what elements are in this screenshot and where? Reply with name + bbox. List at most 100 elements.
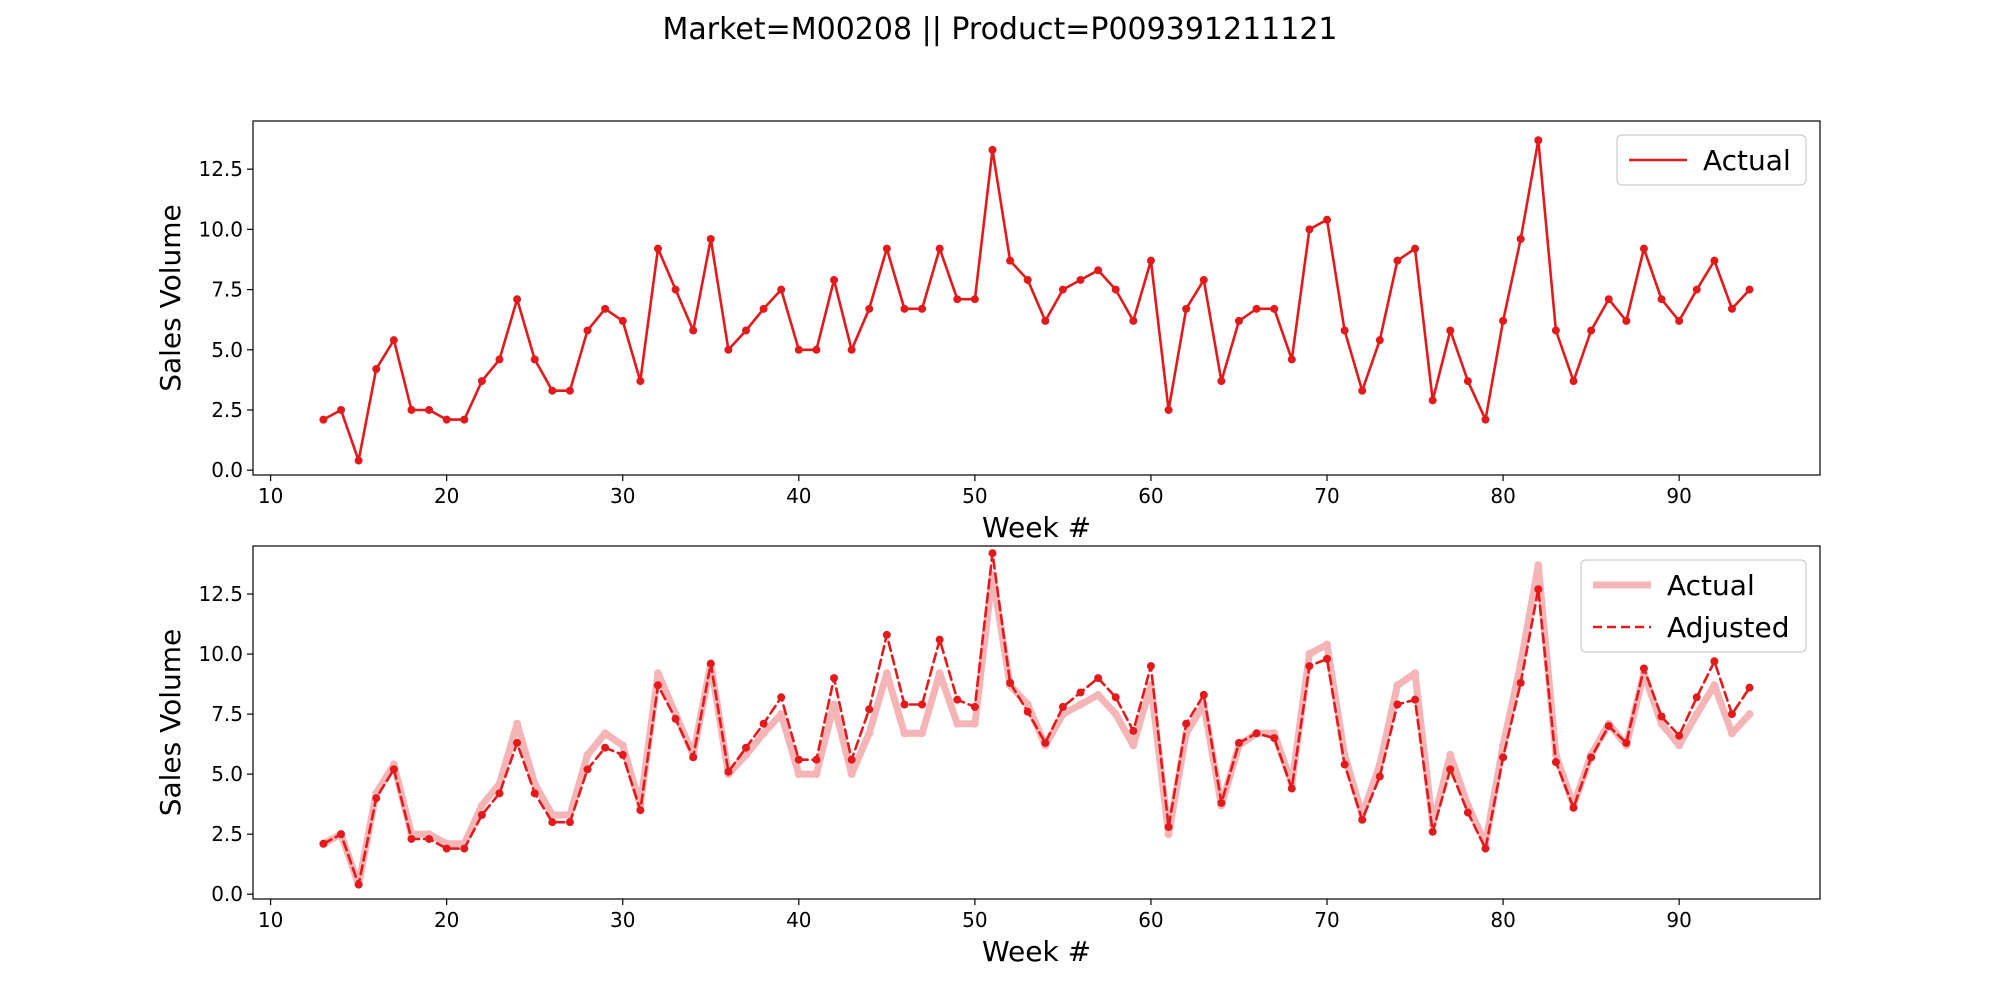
data-point-actual bbox=[918, 729, 927, 738]
data-point-actual bbox=[1534, 561, 1543, 570]
data-point-actual bbox=[1692, 710, 1701, 719]
data-point-adjusted bbox=[759, 719, 768, 728]
data-point-actual bbox=[530, 355, 539, 364]
data-point-actual bbox=[970, 295, 979, 304]
data-point-actual bbox=[1340, 326, 1349, 335]
x-tick-label: 90 bbox=[1666, 484, 1691, 508]
data-point-adjusted bbox=[794, 755, 803, 764]
data-point-adjusted bbox=[1639, 664, 1648, 673]
data-point-actual bbox=[618, 316, 627, 325]
data-point-adjusted bbox=[1446, 765, 1455, 774]
y-tick-label: 0.0 bbox=[211, 458, 243, 482]
legend-label-actual: Actual bbox=[1703, 144, 1791, 177]
data-point-actual bbox=[1516, 235, 1525, 243]
data-point-adjusted bbox=[495, 789, 504, 798]
data-point-actual bbox=[970, 719, 979, 728]
data-point-actual bbox=[477, 801, 486, 810]
data-point-adjusted bbox=[918, 700, 927, 709]
data-point-adjusted bbox=[530, 789, 539, 798]
data-point-actual bbox=[460, 415, 469, 424]
data-point-actual bbox=[1745, 285, 1754, 294]
data-point-adjusted bbox=[812, 755, 821, 764]
data-point-actual bbox=[1710, 681, 1719, 690]
data-point-actual bbox=[583, 750, 592, 759]
data-point-adjusted bbox=[1234, 738, 1243, 747]
data-point-actual bbox=[1358, 386, 1367, 395]
y-tick-label: 2.5 bbox=[211, 822, 243, 846]
data-point-actual bbox=[354, 456, 363, 465]
data-point-adjusted bbox=[1587, 753, 1596, 762]
data-point-actual bbox=[777, 285, 786, 294]
data-point-actual bbox=[1287, 355, 1296, 364]
data-point-actual bbox=[935, 244, 944, 253]
data-point-adjusted bbox=[1340, 760, 1349, 769]
data-point-adjusted bbox=[601, 743, 610, 752]
data-point-actual bbox=[1094, 266, 1103, 275]
data-point-actual bbox=[671, 285, 680, 294]
data-point-adjusted bbox=[1428, 827, 1437, 836]
data-point-actual bbox=[1393, 256, 1402, 265]
data-point-actual bbox=[477, 377, 486, 386]
data-point-adjusted bbox=[900, 700, 909, 709]
data-point-adjusted bbox=[1358, 815, 1367, 824]
data-point-actual bbox=[1551, 326, 1560, 335]
data-point-actual bbox=[1076, 700, 1085, 709]
data-point-adjusted bbox=[425, 834, 434, 843]
data-point-adjusted bbox=[882, 630, 891, 639]
data-point-actual bbox=[741, 750, 750, 759]
data-point-actual bbox=[618, 741, 627, 750]
data-point-actual bbox=[1041, 316, 1050, 325]
data-point-actual bbox=[830, 700, 839, 709]
data-point-actual bbox=[777, 710, 786, 719]
data-point-actual bbox=[988, 145, 997, 154]
data-point-adjusted bbox=[1023, 707, 1032, 716]
data-point-actual bbox=[1569, 377, 1578, 386]
data-point-actual bbox=[1234, 316, 1243, 325]
x-tick-label: 40 bbox=[786, 908, 811, 932]
data-point-adjusted bbox=[407, 834, 416, 843]
y-tick-label: 12.5 bbox=[198, 582, 243, 606]
data-point-actual bbox=[1657, 719, 1666, 728]
data-point-actual bbox=[1639, 244, 1648, 253]
x-tick-label: 30 bbox=[610, 484, 635, 508]
data-point-actual bbox=[900, 304, 909, 313]
data-point-actual bbox=[1428, 396, 1437, 405]
data-point-adjusted bbox=[513, 738, 522, 747]
data-point-adjusted bbox=[477, 810, 486, 819]
data-point-actual bbox=[337, 405, 346, 414]
data-point-adjusted bbox=[354, 880, 363, 889]
data-point-actual bbox=[1111, 285, 1120, 294]
data-point-actual bbox=[636, 377, 645, 386]
data-point-actual bbox=[1164, 830, 1173, 839]
data-point-adjusted bbox=[706, 659, 715, 668]
data-point-actual bbox=[847, 345, 856, 354]
data-point-adjusted bbox=[1199, 690, 1208, 699]
data-point-actual bbox=[372, 365, 381, 374]
legend-label-actual: Actual bbox=[1667, 569, 1755, 602]
data-point-actual bbox=[319, 415, 328, 424]
data-point-adjusted bbox=[988, 549, 997, 558]
data-point-adjusted bbox=[1516, 678, 1525, 687]
x-tick-label: 20 bbox=[434, 908, 459, 932]
data-point-adjusted bbox=[671, 714, 680, 723]
data-point-adjusted bbox=[565, 818, 574, 827]
x-tick-label: 20 bbox=[434, 484, 459, 508]
x-tick-label: 10 bbox=[258, 908, 283, 932]
plot-frame bbox=[252, 120, 1821, 476]
x-axis-label: Week # bbox=[982, 511, 1091, 544]
data-point-actual bbox=[1675, 316, 1684, 325]
data-point-actual bbox=[1411, 669, 1420, 678]
data-point-adjusted bbox=[1006, 678, 1015, 687]
data-point-adjusted bbox=[1692, 693, 1701, 702]
data-point-actual bbox=[407, 405, 416, 414]
data-point-actual bbox=[513, 719, 522, 728]
data-point-adjusted bbox=[583, 765, 592, 774]
data-point-adjusted bbox=[1622, 738, 1631, 747]
data-point-actual bbox=[1323, 215, 1332, 224]
data-point-actual bbox=[1411, 244, 1420, 253]
data-point-actual bbox=[953, 719, 962, 728]
data-point-adjusted bbox=[372, 794, 381, 803]
data-point-adjusted bbox=[953, 695, 962, 704]
data-point-actual bbox=[1446, 750, 1455, 759]
